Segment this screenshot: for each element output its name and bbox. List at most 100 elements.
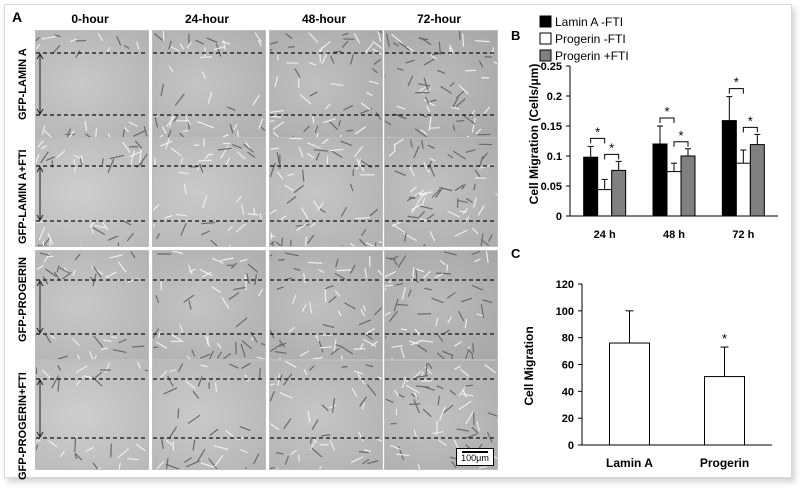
cell	[372, 48, 382, 56]
cell	[336, 269, 352, 272]
cell	[175, 93, 185, 106]
cell	[442, 351, 454, 356]
cell	[163, 387, 178, 395]
cell	[363, 449, 371, 453]
cell	[216, 342, 222, 349]
x-tick-label: 24 h	[594, 229, 616, 241]
cell-texture	[385, 362, 497, 469]
cell	[241, 362, 251, 369]
cell	[451, 354, 453, 359]
cell	[205, 335, 211, 348]
cell	[187, 414, 201, 424]
cell	[75, 50, 81, 58]
cell	[271, 242, 274, 246]
cell	[192, 439, 196, 451]
cell	[341, 365, 348, 368]
cell	[385, 288, 387, 292]
chart-b-axes: 0 0.05 0.1 0.15 0.2 0.25 24 h 48 h 72 h	[541, 61, 778, 241]
cell	[161, 438, 164, 449]
cell	[406, 46, 414, 52]
cell	[419, 205, 433, 210]
cell	[329, 121, 338, 131]
cell	[66, 128, 71, 138]
cell	[166, 115, 176, 127]
cell-texture	[270, 31, 382, 139]
cell-texture	[385, 31, 497, 139]
cell	[417, 344, 428, 352]
cell	[222, 353, 232, 359]
cell	[418, 37, 429, 41]
bar	[680, 155, 696, 217]
cell	[377, 376, 382, 380]
cell	[195, 39, 205, 45]
scale-bar: 100μm	[456, 448, 494, 466]
cell	[350, 53, 354, 65]
cell	[56, 150, 65, 159]
cell	[359, 396, 367, 407]
cell	[474, 258, 481, 263]
cell	[279, 374, 283, 382]
chart-c-bars: *	[609, 310, 745, 446]
bar	[735, 162, 751, 217]
cell	[332, 397, 336, 413]
cell	[201, 230, 210, 236]
cell	[153, 204, 160, 212]
cell	[155, 341, 167, 349]
significance-bracket	[590, 137, 606, 144]
cell	[127, 458, 140, 461]
cell	[217, 147, 232, 151]
cell	[165, 463, 180, 469]
cell	[93, 335, 104, 348]
cell	[36, 439, 41, 443]
cell	[229, 244, 231, 246]
cell	[430, 54, 437, 60]
cell-texture	[36, 251, 148, 359]
cell	[153, 224, 155, 228]
cell	[296, 223, 307, 232]
cell	[260, 126, 265, 132]
cell	[464, 318, 468, 329]
cell	[241, 340, 253, 350]
cell	[92, 227, 106, 235]
cell	[432, 189, 441, 198]
cell	[37, 244, 51, 246]
arrowhead-up	[36, 166, 44, 173]
cell-texture	[385, 138, 497, 246]
cell	[310, 222, 316, 228]
cell	[221, 134, 229, 138]
cell	[41, 369, 51, 378]
cell	[166, 129, 172, 139]
cell	[80, 155, 84, 164]
cell	[480, 304, 485, 318]
cell	[303, 273, 306, 284]
cell	[471, 285, 484, 291]
micrograph-2-0	[35, 250, 149, 360]
cell	[203, 123, 215, 129]
cell	[196, 121, 204, 125]
cell	[179, 324, 184, 336]
cell	[483, 106, 491, 114]
cell	[309, 437, 312, 444]
cell	[107, 158, 115, 173]
cell	[389, 310, 398, 322]
cell	[200, 462, 215, 468]
cell	[92, 462, 99, 469]
cell	[337, 310, 342, 316]
chart-b-migration-over-time: B Lamin A -FTI Progerin -FTI Progerin +FTI…	[511, 15, 778, 241]
cell	[356, 158, 365, 172]
time-header-24: 24-hour	[184, 12, 229, 26]
cell	[171, 251, 183, 254]
cell	[449, 44, 454, 53]
cell	[236, 437, 244, 441]
cell	[342, 32, 349, 36]
cell	[377, 31, 382, 42]
significance-bracket	[673, 141, 689, 147]
cell	[413, 190, 425, 197]
y-tick-label: 100	[556, 306, 574, 318]
cell	[466, 433, 478, 439]
micrograph-1-2	[269, 137, 383, 247]
cell	[364, 268, 368, 279]
cell	[307, 234, 315, 244]
cell	[478, 443, 483, 450]
cell	[346, 129, 354, 132]
